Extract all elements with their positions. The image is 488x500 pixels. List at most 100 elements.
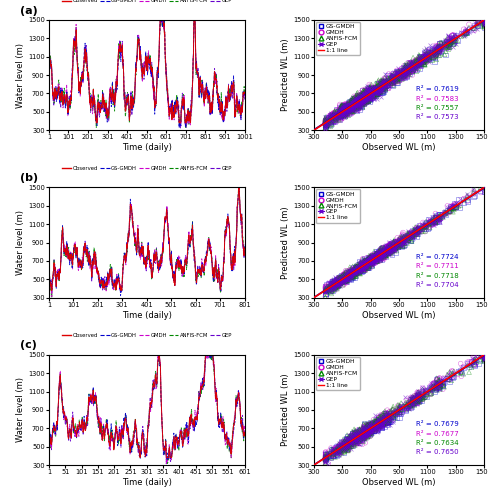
Point	[364, 426, 372, 434]
Point	[321, 452, 329, 460]
Point	[354, 266, 362, 274]
Point	[335, 277, 343, 285]
Y-axis label: Water level (m): Water level (m)	[16, 210, 25, 275]
Point	[336, 104, 344, 112]
Point	[353, 98, 361, 106]
Point	[434, 376, 442, 384]
Point	[410, 228, 418, 235]
Point	[424, 220, 431, 228]
Point	[440, 209, 447, 217]
Point	[321, 450, 328, 458]
Point	[341, 438, 349, 446]
Point	[365, 426, 372, 434]
Point	[412, 59, 420, 67]
Point	[367, 255, 375, 263]
Point	[365, 89, 373, 97]
Point	[399, 232, 407, 240]
Point	[356, 264, 364, 272]
Point	[435, 44, 443, 52]
Point	[363, 422, 370, 430]
Point	[421, 221, 429, 229]
Point	[374, 84, 382, 92]
Point	[470, 361, 478, 369]
Point	[422, 56, 429, 64]
Point	[367, 84, 375, 92]
Point	[337, 277, 345, 285]
Point	[369, 416, 377, 424]
Point	[355, 98, 363, 106]
Point	[354, 98, 362, 106]
Point	[336, 106, 344, 114]
Point	[353, 269, 361, 277]
Point	[347, 102, 355, 110]
Point	[352, 267, 360, 275]
Point	[384, 244, 391, 252]
Point	[361, 88, 368, 96]
Point	[474, 19, 482, 27]
Point	[357, 97, 365, 105]
Point	[340, 102, 347, 110]
Point	[367, 90, 375, 98]
Point	[384, 75, 391, 83]
Point	[378, 248, 386, 256]
Point	[361, 264, 369, 272]
Point	[347, 98, 355, 106]
Point	[366, 88, 373, 96]
Point	[368, 90, 376, 98]
Point	[429, 218, 437, 226]
Point	[357, 96, 365, 104]
Point	[355, 268, 363, 276]
Point	[350, 100, 358, 108]
Point	[380, 248, 388, 256]
Point	[372, 252, 380, 260]
Point	[420, 57, 427, 65]
Point	[367, 252, 375, 260]
Point	[341, 104, 349, 112]
Point	[365, 88, 373, 96]
Point	[361, 259, 369, 267]
Point	[399, 73, 407, 81]
Point	[366, 423, 374, 431]
Point	[363, 259, 370, 267]
Point	[401, 70, 408, 78]
Point	[337, 108, 345, 116]
Point	[388, 78, 396, 86]
Point	[340, 274, 347, 282]
Point	[390, 78, 398, 86]
Point	[353, 428, 361, 436]
Point	[328, 280, 336, 287]
Point	[359, 92, 366, 100]
Point	[438, 379, 446, 387]
Point	[421, 387, 429, 395]
Point	[390, 407, 398, 415]
Point	[363, 88, 370, 96]
Point	[354, 104, 362, 112]
Point	[381, 248, 388, 256]
Point	[409, 394, 417, 402]
Point	[399, 236, 407, 244]
Point	[365, 258, 373, 266]
Point	[390, 70, 398, 78]
Point	[372, 250, 380, 258]
Point	[380, 78, 388, 86]
Point	[375, 252, 383, 260]
Point	[392, 240, 400, 248]
Point	[379, 84, 387, 92]
Point	[375, 252, 383, 260]
Point	[336, 104, 344, 112]
Point	[328, 277, 336, 285]
Point	[407, 66, 415, 74]
Point	[357, 95, 365, 103]
Point	[464, 26, 472, 34]
Point	[365, 425, 373, 433]
Point	[378, 415, 386, 423]
Point	[349, 106, 357, 114]
Point	[367, 251, 375, 259]
Point	[354, 96, 362, 104]
Point	[346, 102, 354, 110]
Point	[326, 112, 334, 120]
Point	[363, 260, 370, 268]
Point	[356, 435, 364, 443]
Point	[383, 418, 390, 426]
Point	[382, 244, 389, 252]
